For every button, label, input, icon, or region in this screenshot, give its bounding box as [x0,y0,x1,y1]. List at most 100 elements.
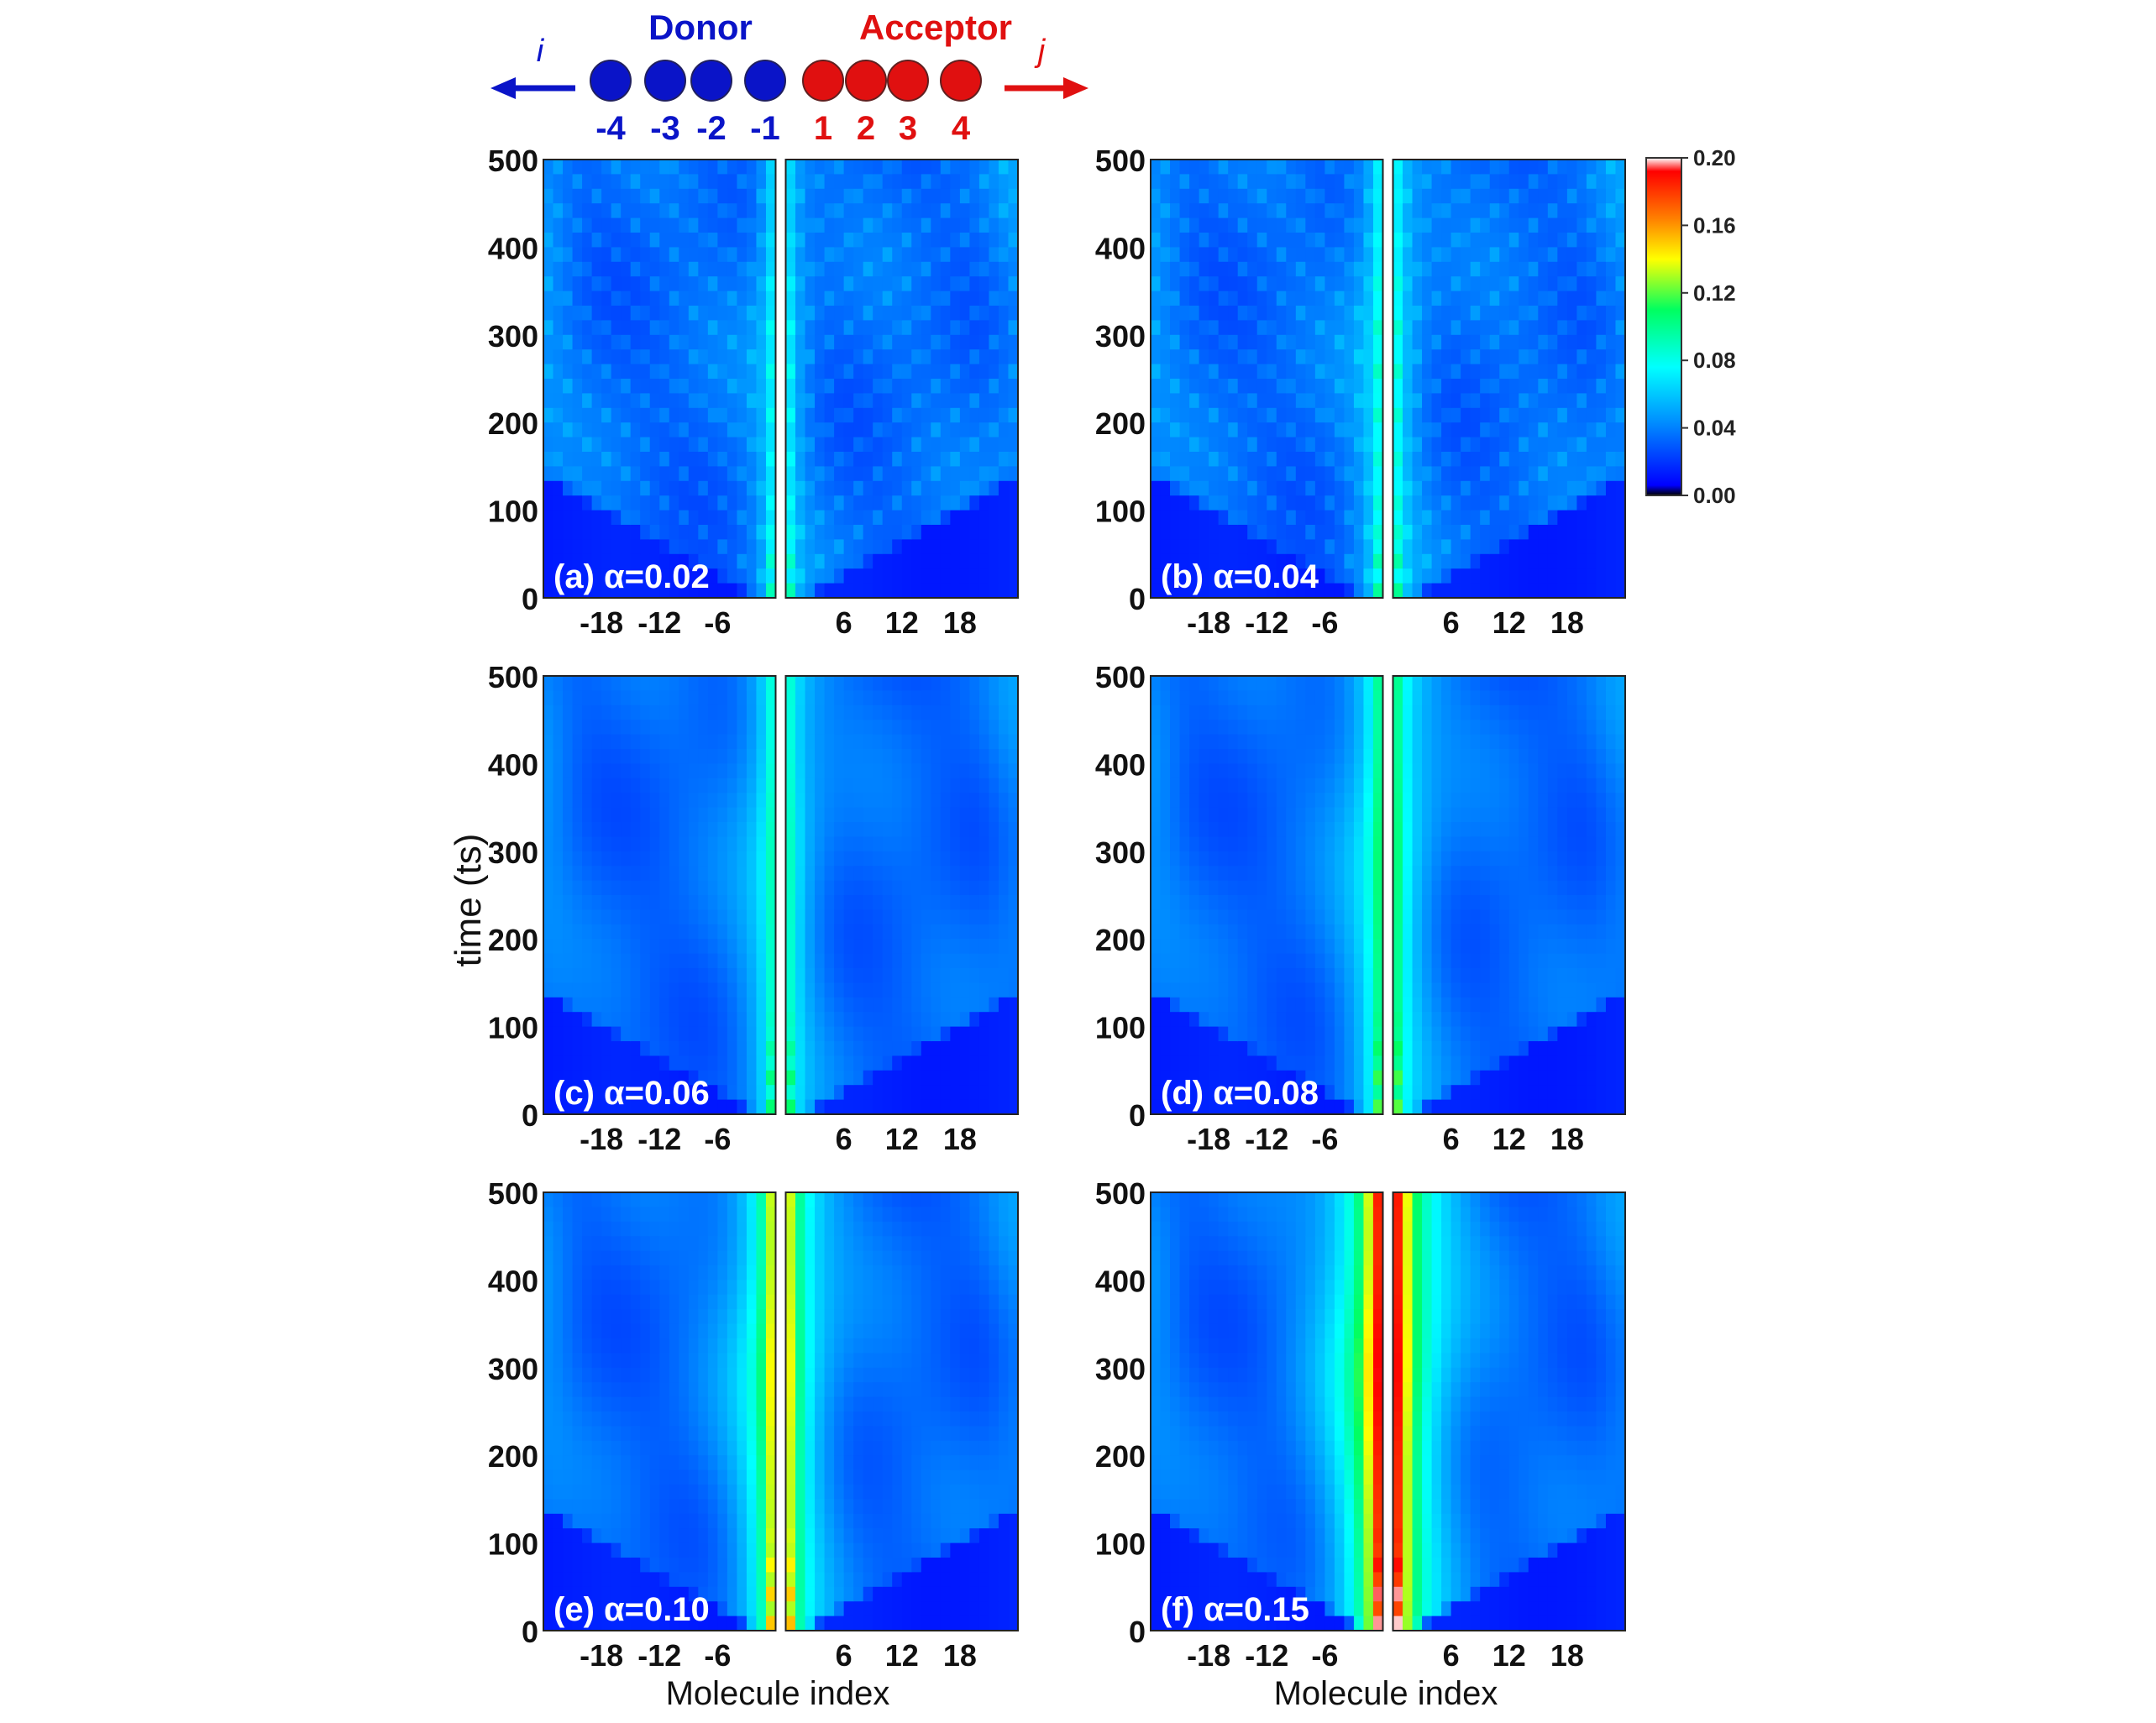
heatmap-cell [765,393,777,409]
heatmap-cell [1489,349,1500,365]
heatmap-cell [1615,233,1626,248]
heatmap-cell [931,793,942,809]
heatmap-cell [1576,583,1587,599]
heatmap-cell [805,1041,816,1056]
heatmap-cell [901,1099,912,1115]
heatmap-cell [1538,437,1549,453]
heatmap-cell [1179,778,1190,793]
heatmap-cell [978,793,990,809]
heatmap-cell [1470,510,1481,526]
heatmap-cell [1353,452,1365,467]
heatmap-cell [669,364,679,380]
heatmap-cell [1519,510,1529,526]
heatmap-cell [746,247,758,263]
heatmap-cell [1528,379,1539,394]
acceptor-molecules [802,60,982,102]
heatmap-cell [931,676,942,691]
heatmap-cell [611,568,622,584]
heatmap-cell [1209,953,1220,969]
heatmap-cell [1160,422,1171,438]
heatmap-cell [1519,422,1529,438]
heatmap-cell [1363,568,1374,584]
i-label: i [537,34,545,69]
heatmap-cell [1189,939,1200,955]
heatmap-cell [978,233,990,248]
heatmap-cell [1412,233,1423,248]
heatmap-cell [1228,953,1239,969]
heatmap-cell [1576,568,1587,584]
heatmap-cell [815,676,826,691]
heatmap-cell [989,306,999,321]
heatmap-cell [1461,379,1471,394]
heatmap-cell [1199,203,1209,219]
heatmap-cell [1557,233,1568,248]
heatmap-cell [863,452,873,467]
heatmap-cell [1160,276,1171,292]
heatmap-cell [911,466,922,482]
heatmap-cell [707,793,718,809]
heatmap-cell [765,334,777,350]
heatmap-cell [911,822,922,837]
heatmap-cell [795,160,806,175]
heatmap-cell [563,480,574,496]
heatmap-cell [1286,807,1297,823]
j-label: j [1034,34,1047,69]
heatmap-cell [978,539,990,555]
heatmap-cell [563,953,574,969]
heatmap-cell [950,676,961,691]
heatmap-cell [621,276,632,292]
y-tick-label: 400 [488,231,538,265]
heatmap-cell [824,510,835,526]
heatmap-cell [669,217,679,233]
heatmap-cell [640,407,651,423]
heatmap-cell [1431,276,1442,292]
heatmap-cell [1286,437,1297,453]
heatmap-cell [795,188,806,204]
heatmap-cell [1179,276,1190,292]
heatmap-cell [611,1026,622,1042]
heatmap-cell [1325,749,1335,764]
heatmap-cell [582,822,593,837]
heatmap-cell [698,953,709,969]
heatmap-cell [1412,306,1423,321]
heatmap-cell [921,203,931,219]
heatmap-cell [669,291,679,306]
heatmap-cell [601,866,612,882]
heatmap-cell [1286,291,1297,306]
heatmap-cell [931,452,942,467]
donor-indices: -4 -3 -2 -1 [595,110,780,147]
heatmap-cell [1412,320,1423,336]
heatmap-cell [834,749,845,764]
heatmap-cell [1237,793,1248,809]
heatmap-cell [611,379,622,394]
heatmap-cell [1519,379,1529,394]
heatmap-cell [737,822,748,837]
heatmap-cell [1470,276,1481,292]
heatmap-cell [1276,539,1287,555]
heatmap-cell [649,407,660,423]
heatmap-cell [1480,466,1491,482]
heatmap-cell [1431,407,1442,423]
heatmap-cell [824,939,835,955]
heatmap-cell [746,1012,758,1028]
heatmap-cell [785,217,796,233]
heatmap-cell [640,393,651,409]
heatmap-cell [1576,217,1587,233]
panel-label: (a) α=0.02 [553,558,710,595]
heatmap-cell [998,320,1010,336]
heatmap-cell [921,568,931,584]
heatmap-cell [543,1099,554,1115]
heatmap-cell [1256,233,1267,248]
heatmap-cell [543,778,554,793]
heatmap-cell [582,895,593,910]
heatmap-cell [1218,822,1229,837]
heatmap-cell [959,822,970,837]
heatmap-cell [1353,568,1365,584]
heatmap-cell [1160,1026,1171,1042]
heatmap-cell [1441,437,1452,453]
heatmap-cell [1344,466,1355,482]
heatmap-cell [834,422,845,438]
heatmap-cell [1170,188,1181,204]
heatmap-cell [1256,160,1267,175]
heatmap-cell [853,495,864,511]
